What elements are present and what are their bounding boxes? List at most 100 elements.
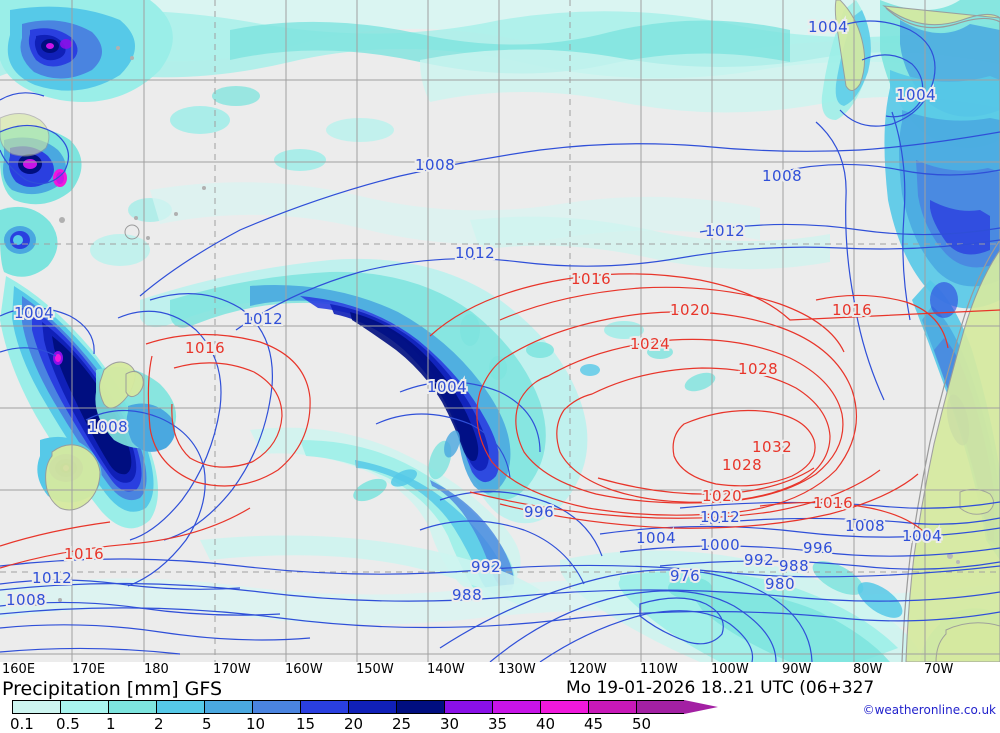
isobar-label: 1012 — [700, 508, 740, 526]
precipitation-colorbar[interactable] — [12, 700, 718, 714]
longitude-label: 160E — [2, 662, 36, 677]
precipitation-map[interactable]: 1004 1004 1008 1008 1012 1012 1016 1016 1016 1016… — [0, 0, 1000, 662]
isobar-label: 996 — [803, 539, 833, 557]
isobar-label-halo: 1008 — [762, 167, 802, 185]
isobar-label: 1016 — [185, 339, 225, 357]
isobar-label-halo: 1024 — [630, 335, 670, 353]
colorbar-tick: 2 — [154, 715, 164, 733]
colorbar-tick: 35 — [488, 715, 508, 733]
isobar-label: 1004 — [636, 529, 676, 547]
longitude-label: 70W — [924, 662, 954, 677]
graticule — [0, 0, 1000, 662]
isobar-label-halo: 1008 — [415, 156, 455, 174]
colorbar-swatch[interactable] — [204, 700, 252, 714]
colorbar-tick: 0.5 — [56, 715, 80, 733]
isobar-labels: 1004 1004 1008 1008 1012 1012 1016 1016 1016 1016… — [4, 16, 944, 611]
colorbar-tick: 50 — [632, 715, 652, 733]
isobar-label: 996 — [524, 503, 554, 521]
isobar-label-halo: 1000 — [700, 536, 740, 554]
footer: Precipitation [mm] GFS Mo 19-01-2026 18.… — [0, 678, 1000, 733]
isobar-label-halo: 1028 — [738, 360, 778, 378]
isobars-high — [0, 273, 1000, 569]
isobar-label-halo: 1008 — [6, 591, 46, 609]
isobar-label-halo: 1016 — [813, 494, 853, 512]
colorbar-swatch[interactable] — [300, 700, 348, 714]
isobar-label-halo: 976 — [670, 567, 700, 585]
isobar-label-halo: 996 — [524, 503, 554, 521]
longitude-label: 140W — [427, 662, 465, 677]
isobar-label: 1004 — [896, 86, 936, 104]
isobar-label: 1020 — [702, 487, 742, 505]
isobar-label: 1016 — [571, 270, 611, 288]
colorbar-swatch[interactable] — [348, 700, 396, 714]
colorbar-swatch[interactable] — [588, 700, 636, 714]
isobar-label: 976 — [670, 567, 700, 585]
colorbar-swatch[interactable] — [60, 700, 108, 714]
isobar-label-halo: 1004 — [902, 527, 942, 545]
colorbar-tick: 5 — [202, 715, 212, 733]
isobar-label: 1004 — [808, 18, 848, 36]
isobar-label-halo: 1012 — [700, 508, 740, 526]
precipitation-field — [0, 0, 1000, 662]
isobar-label-halo: 1012 — [705, 222, 745, 240]
colorbar-swatch[interactable] — [156, 700, 204, 714]
colorbar-swatch[interactable] — [636, 700, 684, 714]
isobar-label: 1004 — [427, 378, 467, 396]
map-canvas: 1004 1004 1008 1008 1012 1012 1016 1016 1016 1016… — [0, 0, 1000, 662]
isobar-label-halo: 1008 — [88, 418, 128, 436]
colorbar-swatch[interactable] — [12, 700, 60, 714]
isobar-label-halo: 1004 — [808, 18, 848, 36]
colorbar-swatch[interactable] — [444, 700, 492, 714]
isobar-label: 1012 — [32, 569, 72, 587]
isobar-label: 988 — [779, 557, 809, 575]
isobar-label: 980 — [765, 575, 795, 593]
isobar-label-halo: 980 — [765, 575, 795, 593]
isobar-label-halo: 992 — [471, 558, 501, 576]
copyright-notice: ©weatheronline.co.uk — [862, 703, 996, 717]
colorbar-swatch[interactable] — [252, 700, 300, 714]
longitude-label: 160W — [285, 662, 323, 677]
isobar-label-halo: 1020 — [670, 301, 710, 319]
isobar-label-halo: 1020 — [702, 487, 742, 505]
isobar-label: 988 — [452, 586, 482, 604]
longitude-label: 120W — [569, 662, 607, 677]
longitude-label: 110W — [640, 662, 678, 677]
isobar-label-halo: 1012 — [243, 310, 283, 328]
colorbar-swatch[interactable] — [492, 700, 540, 714]
isobar-label-halo: 988 — [779, 557, 809, 575]
colorbar-tick: 20 — [344, 715, 364, 733]
isobar-label-halo: 1008 — [845, 517, 885, 535]
colorbar-tick: 25 — [392, 715, 412, 733]
colorbar-swatch[interactable] — [396, 700, 444, 714]
colorbar-tick: 15 — [296, 715, 316, 733]
longitude-label: 170W — [213, 662, 251, 677]
isobar-label-halo: 1016 — [571, 270, 611, 288]
longitude-label: 100W — [711, 662, 749, 677]
isobar-label: 1032 — [752, 438, 792, 456]
colorbar-tick: 30 — [440, 715, 460, 733]
colorbar-tick-labels: 0.1 0.5 1 2 5 10 15 20 25 30 35 40 45 50 — [0, 715, 651, 733]
colorbar-swatch[interactable] — [108, 700, 156, 714]
isobar-label: 992 — [744, 551, 774, 569]
isobar-label: 1004 — [14, 304, 54, 322]
colorbar-tick: 40 — [536, 715, 556, 733]
isobar-label-halo: 1016 — [64, 545, 104, 563]
colorbar-swatch[interactable] — [540, 700, 588, 714]
isobar-label-halo: 1016 — [185, 339, 225, 357]
isobar-label-halo: 1016 — [832, 301, 872, 319]
colorbar-overflow-arrow — [684, 700, 718, 714]
longitude-label: 90W — [782, 662, 812, 677]
isobar-label: 1004 — [902, 527, 942, 545]
landmasses — [0, 0, 1000, 662]
isobar-label: 1012 — [243, 310, 283, 328]
longitude-label: 180 — [144, 662, 169, 677]
longitude-label: 130W — [498, 662, 536, 677]
isobar-label-halo: 1012 — [455, 244, 495, 262]
colorbar-tick: 45 — [584, 715, 604, 733]
isobar-label: 1020 — [670, 301, 710, 319]
isobar-label-halo: 1032 — [752, 438, 792, 456]
longitude-label: 170E — [72, 662, 106, 677]
isobar-label: 1016 — [813, 494, 853, 512]
isobar-label: 1016 — [64, 545, 104, 563]
